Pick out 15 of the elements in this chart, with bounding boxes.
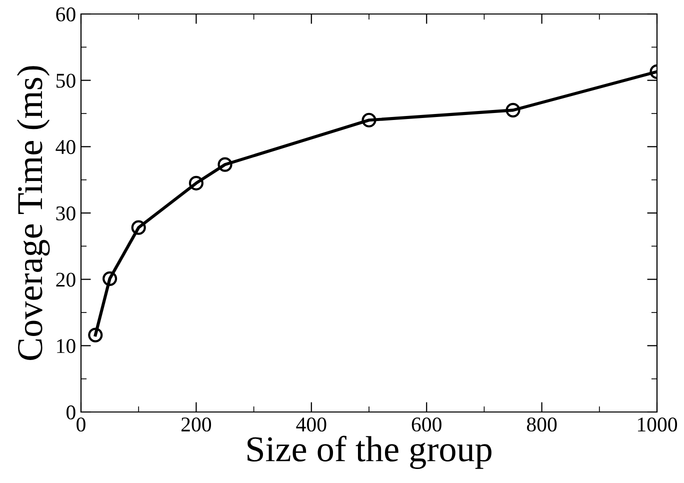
- x-tick-label: 600: [412, 417, 442, 432]
- x-tick-label: 800: [526, 417, 557, 432]
- y-tick-label: 40: [56, 140, 76, 154]
- x-tick-label: 400: [296, 417, 326, 432]
- x-tick-label: 200: [181, 417, 212, 432]
- y-tick-label: 20: [56, 272, 76, 287]
- y-tick-label: 50: [56, 74, 76, 88]
- y-tick-label: 0: [66, 405, 76, 420]
- x-tick-label: 1000: [638, 417, 678, 432]
- y-tick-label: 10: [57, 339, 76, 354]
- y-axis-title: Coverage Time (ms): [16, 66, 50, 360]
- y-tick-label: 60: [56, 7, 76, 22]
- x-axis-title: Size of the group: [248, 436, 492, 469]
- y-tick-label: 30: [56, 206, 76, 220]
- x-tick-label: 0: [76, 417, 86, 432]
